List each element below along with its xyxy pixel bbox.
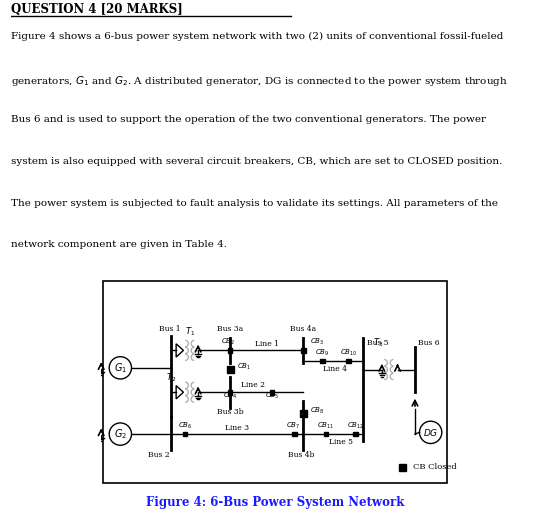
Text: generators, $G_1$ and $G_2$. A distributed generator, DG is connected to the pow: generators, $G_1$ and $G_2$. A distribut… — [11, 74, 508, 88]
Text: The power system is subjected to fault analysis to validate its settings. All pa: The power system is subjected to fault a… — [11, 199, 498, 208]
Text: $G_2$: $G_2$ — [114, 427, 127, 441]
Text: $CB_1$: $CB_1$ — [237, 361, 251, 372]
Bar — [228, 348, 233, 353]
Text: $CB_6$: $CB_6$ — [177, 421, 192, 431]
Bar — [228, 390, 233, 394]
Text: CB Closed: CB Closed — [413, 463, 456, 471]
Text: Bus 3a: Bus 3a — [217, 325, 244, 333]
Text: $CB_{10}$: $CB_{10}$ — [340, 348, 358, 358]
Text: $CB_4$: $CB_4$ — [223, 391, 237, 401]
Text: Line 5: Line 5 — [329, 438, 353, 446]
Text: Bus 2: Bus 2 — [148, 451, 170, 459]
Bar — [320, 359, 325, 363]
Text: $T_2$: $T_2$ — [166, 371, 177, 383]
Text: $CB_{11}$: $CB_{11}$ — [317, 421, 335, 431]
Text: $CB_9$: $CB_9$ — [315, 348, 330, 358]
Text: system is also equipped with several circuit breakers, CB, which are set to CLOS: system is also equipped with several cir… — [11, 157, 503, 166]
Bar — [324, 432, 328, 436]
Text: $G_1$: $G_1$ — [114, 361, 127, 375]
Text: Line 4: Line 4 — [323, 365, 348, 373]
Text: $CB_8$: $CB_8$ — [310, 406, 324, 416]
Text: Figure 4 shows a 6-bus power system network with two (2) units of conventional f: Figure 4 shows a 6-bus power system netw… — [11, 32, 504, 41]
Text: Bus 6 and is used to support the operation of the two conventional generators. T: Bus 6 and is used to support the operati… — [11, 116, 486, 124]
Text: Bus 4b: Bus 4b — [288, 451, 315, 459]
Text: Bus 6: Bus 6 — [418, 339, 440, 347]
Text: Bus 5: Bus 5 — [367, 339, 388, 347]
Bar — [293, 432, 297, 436]
Bar — [300, 410, 307, 417]
Text: $CB_7$: $CB_7$ — [286, 421, 300, 431]
Text: $CB_3$: $CB_3$ — [310, 337, 324, 347]
Text: Figure 4: 6-Bus Power System Network: Figure 4: 6-Bus Power System Network — [147, 496, 404, 508]
Text: network component are given in Table 4.: network component are given in Table 4. — [11, 240, 227, 249]
Text: $CB_2$: $CB_2$ — [222, 337, 236, 347]
Text: $T_3$: $T_3$ — [373, 336, 383, 349]
Text: Bus 1: Bus 1 — [159, 325, 181, 333]
Bar — [226, 366, 234, 373]
Text: QUESTION 4 [20 MARKS]: QUESTION 4 [20 MARKS] — [11, 3, 183, 16]
Text: Line 3: Line 3 — [225, 424, 249, 432]
Bar — [399, 464, 406, 471]
Text: Line 1: Line 1 — [255, 340, 279, 348]
Text: $CB_{12}$: $CB_{12}$ — [347, 421, 364, 431]
Text: $DG$: $DG$ — [423, 427, 439, 438]
Text: Bus 4a: Bus 4a — [290, 325, 316, 333]
Bar — [270, 390, 274, 394]
Text: $T_1$: $T_1$ — [185, 326, 196, 338]
Bar — [347, 359, 351, 363]
Bar — [353, 432, 358, 436]
Bar — [182, 432, 187, 436]
Text: $CB_5$: $CB_5$ — [265, 391, 279, 401]
Bar — [301, 348, 306, 353]
Text: Bus 3b: Bus 3b — [217, 408, 244, 416]
Text: Line 2: Line 2 — [241, 381, 265, 390]
